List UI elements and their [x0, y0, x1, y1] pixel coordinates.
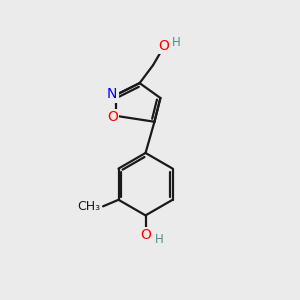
Text: N: N: [107, 87, 117, 101]
Text: CH₃: CH₃: [78, 200, 101, 213]
Text: H: H: [172, 36, 181, 49]
Text: O: O: [107, 110, 118, 124]
Text: H: H: [154, 233, 163, 246]
Text: O: O: [140, 228, 151, 242]
Text: O: O: [158, 39, 169, 53]
